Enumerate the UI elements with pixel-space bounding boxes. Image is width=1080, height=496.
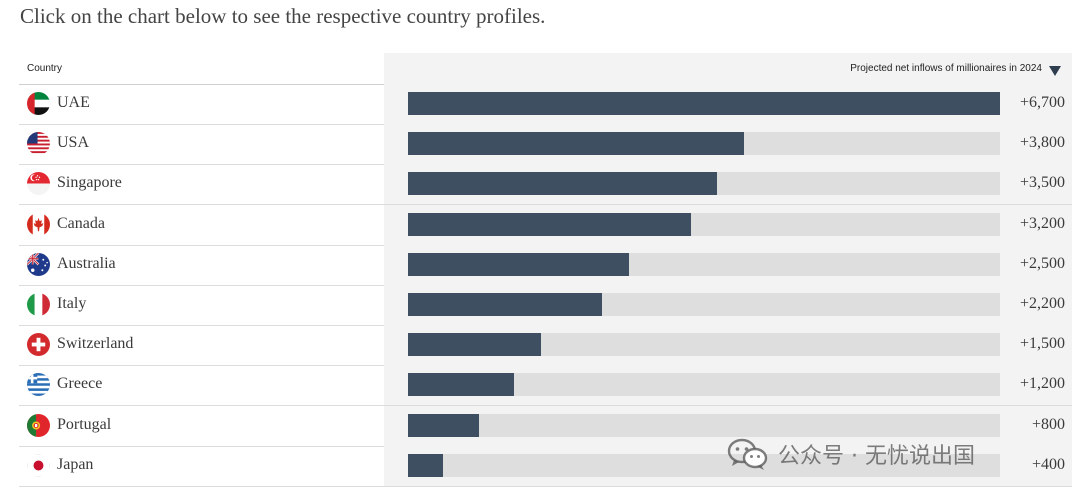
table-row[interactable]: Greece +1,200 (19, 365, 1072, 407)
uae-flag-icon (27, 92, 50, 115)
millionaire-inflows-chart: Country Projected net inflows of million… (19, 53, 1072, 487)
country-name[interactable]: Switzerland (57, 335, 134, 353)
value-label: +2,200 (1019, 295, 1065, 312)
singapore-flag-icon (27, 172, 50, 196)
canada-flag-icon (27, 212, 50, 236)
bar-track (408, 373, 1000, 397)
bar-track (408, 453, 1000, 477)
country-name[interactable]: Japan (57, 455, 94, 473)
bar[interactable] (408, 293, 603, 316)
table-row[interactable]: USA +3,800 (19, 124, 1072, 166)
table-row[interactable]: Switzerland +1,500 (19, 325, 1072, 367)
bar[interactable] (408, 413, 479, 437)
value-label: +800 (1031, 415, 1065, 433)
table-header: Country Projected net inflows of million… (19, 53, 1072, 85)
value-label: +3,800 (1019, 134, 1065, 152)
value-label: +3,500 (1019, 174, 1065, 192)
table-row[interactable]: Australia +2,500 (19, 244, 1072, 286)
bar-track (408, 293, 1000, 316)
column-header-metric-cell[interactable]: Projected net inflows of millionaires in… (384, 53, 1072, 84)
bar-track (408, 252, 1000, 276)
table-row[interactable]: Italy +2,200 (19, 285, 1072, 326)
table-row[interactable]: Canada +3,200 (19, 204, 1072, 246)
value-label: +2,500 (1019, 254, 1065, 272)
japan-flag-icon (27, 453, 50, 477)
country-name[interactable]: Portugal (57, 415, 112, 433)
sort-descending-icon[interactable] (1049, 66, 1061, 76)
greece-flag-icon (27, 373, 50, 397)
wechat-icon (727, 438, 768, 470)
value-label: +400 (1031, 455, 1065, 473)
bar[interactable] (408, 132, 744, 156)
country-name[interactable]: UAE (57, 94, 90, 111)
australia-flag-icon (27, 252, 50, 276)
bar-track (408, 212, 1000, 236)
country-name[interactable]: Italy (57, 295, 87, 312)
value-label: +6,700 (1019, 94, 1065, 111)
table-row[interactable]: Portugal +800 (19, 405, 1072, 447)
bar-track (408, 132, 1000, 156)
bar[interactable] (408, 453, 444, 477)
bar[interactable] (408, 252, 629, 276)
bar[interactable] (408, 373, 515, 397)
value-label: +1,500 (1019, 335, 1065, 353)
country-name[interactable]: Singapore (57, 174, 122, 192)
country-name[interactable]: Canada (57, 214, 105, 232)
italy-flag-icon (27, 293, 50, 316)
country-name[interactable]: Greece (57, 375, 103, 393)
country-name[interactable]: Australia (57, 254, 116, 272)
watermark: 公众号 · 无忧说出国 (726, 437, 975, 471)
bar-track (408, 333, 1000, 357)
table-row[interactable]: UAE +6,700 (19, 84, 1072, 125)
usa-flag-icon (27, 132, 50, 156)
bar[interactable] (408, 333, 541, 357)
switzerland-flag-icon (27, 333, 50, 357)
intro-text: Click on the chart below to see the resp… (20, 4, 546, 28)
watermark-text: 公众号 · 无忧说出国 (778, 444, 975, 469)
value-label: +3,200 (1019, 214, 1065, 232)
bar-track (408, 172, 1000, 196)
column-header-metric[interactable]: Projected net inflows of millionaires in… (850, 63, 1042, 74)
column-header-country[interactable]: Country (27, 63, 63, 74)
bar-track (408, 92, 1000, 115)
bar-track (408, 413, 1000, 437)
portugal-flag-icon (27, 413, 50, 437)
bar[interactable] (408, 92, 1000, 115)
country-name[interactable]: USA (57, 134, 90, 152)
bar[interactable] (408, 172, 718, 196)
value-label: +1,200 (1019, 375, 1065, 393)
bar[interactable] (408, 212, 691, 236)
table-row[interactable]: Singapore +3,500 (19, 164, 1072, 206)
